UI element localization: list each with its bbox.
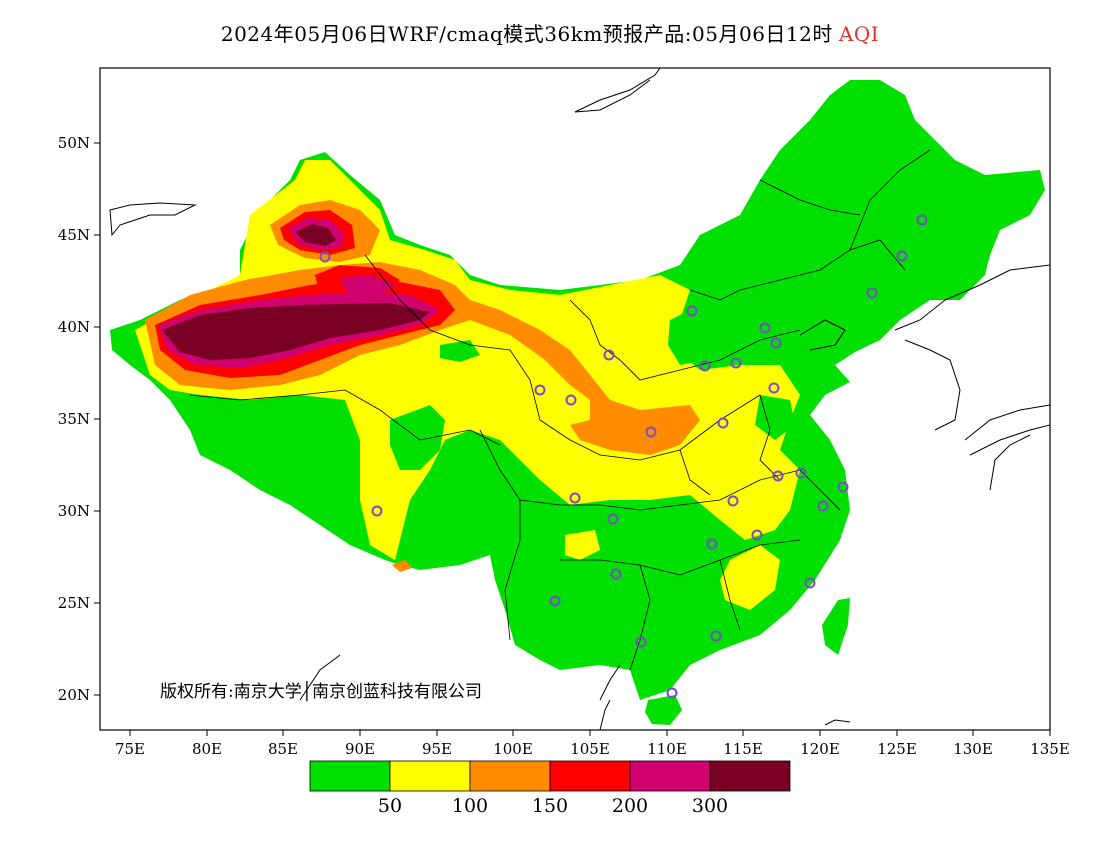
aqi-zone-moderate-southwest: [565, 530, 600, 560]
legend-swatch: [709, 760, 791, 792]
aqi-zone-moderate-south: [720, 545, 780, 610]
longitude-axis: 75E 80E 85E 90E 95E 100E 105E 110E 115E …: [115, 730, 1070, 758]
latitude-axis: 50N 45N 40N 35N 30N 25N 20N: [58, 134, 100, 704]
legend-threshold-label: 50: [378, 795, 402, 817]
lon-tick-label: 95E: [422, 740, 452, 758]
lon-tick-label: 100E: [493, 740, 533, 758]
legend-swatch: [549, 760, 631, 792]
lat-tick-label: 20N: [58, 686, 90, 704]
aqi-zone-moderate: [135, 160, 800, 560]
lon-tick-label: 105E: [570, 740, 610, 758]
lat-tick-label: 45N: [58, 226, 90, 244]
lat-tick-label: 35N: [58, 410, 90, 428]
lat-tick-label: 30N: [58, 502, 90, 520]
lon-tick-label: 80E: [192, 740, 222, 758]
map-panel: 版权所有:南京大学│南京创蓝科技有限公司: [100, 68, 1050, 730]
legend-swatch: [629, 760, 711, 792]
aqi-zone-good-pocket: [440, 340, 480, 362]
lon-tick-label: 90E: [345, 740, 375, 758]
aqi-zone-hazardous-north: [295, 224, 336, 246]
legend-swatch: [469, 760, 551, 792]
legend-threshold-label: 300: [692, 795, 728, 817]
lon-tick-label: 130E: [953, 740, 993, 758]
aqi-zone-very-unhealthy-mid: [340, 275, 395, 298]
lat-tick-label: 40N: [58, 318, 90, 336]
color-legend: 50 100 150 200 300: [309, 760, 791, 817]
legend-threshold-label: 200: [612, 795, 648, 817]
lon-tick-label: 125E: [877, 740, 917, 758]
lon-tick-label: 110E: [647, 740, 687, 758]
map-title: 2024年05月06日WRF/cmaq模式36km预报产品:05月06日12时 A…: [0, 18, 1100, 47]
hainan-island: [645, 695, 682, 725]
coastlines: [109, 68, 1050, 730]
lon-tick-label: 75E: [115, 740, 145, 758]
aqi-zone-good-pocket: [390, 405, 445, 470]
title-variable: AQI: [838, 22, 880, 46]
aqi-zone-good-pocket: [755, 395, 795, 440]
copyright-text: 版权所有:南京大学│南京创蓝科技有限公司: [160, 681, 482, 702]
title-main: 2024年05月06日WRF/cmaq模式36km预报产品:05月06日12时: [220, 22, 833, 46]
legend-threshold-label: 150: [532, 795, 568, 817]
aqi-zone-unhealthy-sensitive-tibet: [392, 560, 412, 572]
taiwan-island: [822, 598, 850, 655]
legend-threshold-label: 100: [452, 795, 488, 817]
lon-tick-label: 85E: [268, 740, 298, 758]
map-frame: [99, 67, 1051, 731]
lat-tick-label: 50N: [58, 134, 90, 152]
lon-tick-label: 115E: [723, 740, 763, 758]
legend-swatch: [309, 760, 391, 792]
lon-tick-label: 120E: [800, 740, 840, 758]
aqi-zone-hazardous: [162, 303, 430, 360]
aqi-zone-good-pocket: [668, 305, 720, 365]
lat-tick-label: 25N: [58, 594, 90, 612]
lon-tick-label: 135E: [1030, 740, 1070, 758]
legend-swatch: [389, 760, 471, 792]
city-markers: [319, 214, 928, 699]
